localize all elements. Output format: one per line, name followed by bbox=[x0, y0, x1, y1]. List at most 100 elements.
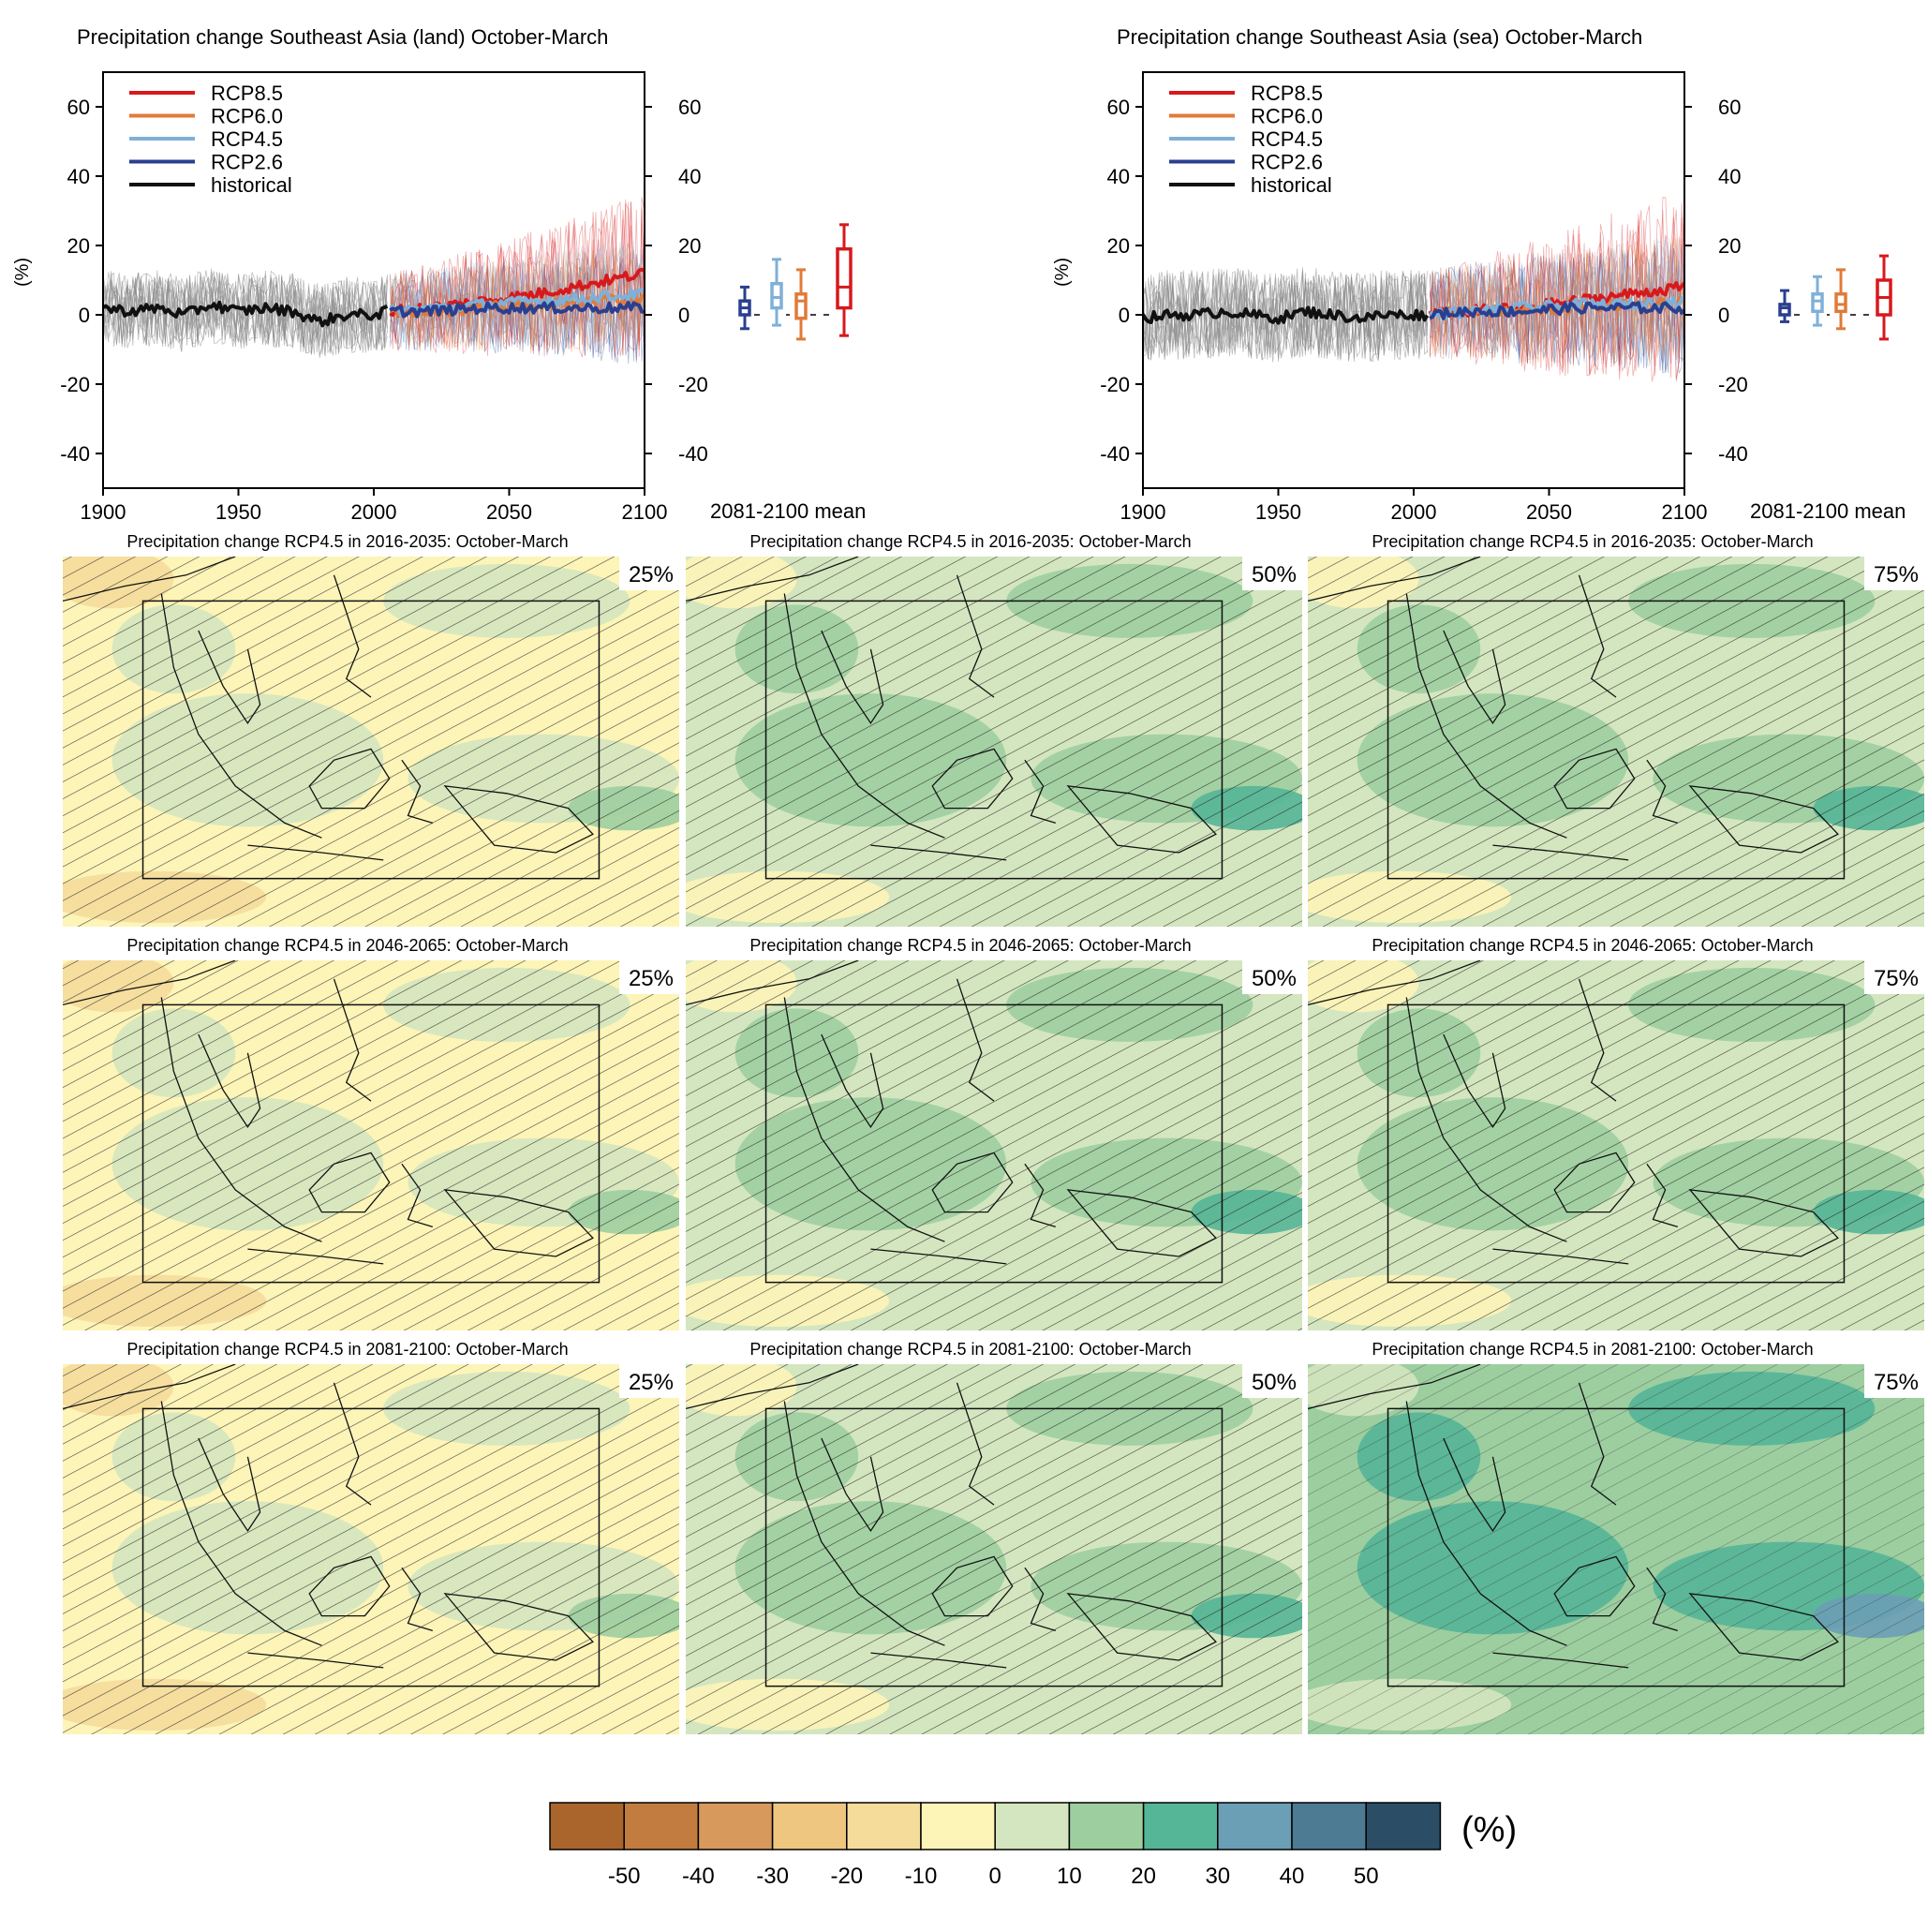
map-coastline bbox=[1688, 785, 1839, 854]
boxplot-box bbox=[1811, 292, 1824, 314]
ensemble-member-rcp60 bbox=[389, 243, 645, 352]
map-field bbox=[686, 960, 1302, 1330]
colorbar-tick-label: -50 bbox=[608, 1864, 641, 1889]
map-panels-grid: Precipitation change RCP4.5 in 2016-2035… bbox=[63, 532, 1924, 1734]
ensemble-member-rcp85 bbox=[1430, 205, 1684, 375]
map-field bbox=[686, 557, 1302, 927]
ensemble-member-historical bbox=[103, 273, 388, 357]
legend-label: RCP4.5 bbox=[1251, 127, 1323, 151]
map-coastline bbox=[63, 960, 236, 1006]
series-lines bbox=[103, 267, 645, 328]
percentile-tag-bg bbox=[619, 557, 679, 590]
map-coastline bbox=[1024, 1567, 1056, 1632]
map-panel-title: Precipitation change RCP4.5 in 2016-2035… bbox=[1372, 532, 1813, 551]
boxplot-label: 2081-2100 mean bbox=[710, 499, 866, 523]
legend-label: RCP4.5 bbox=[211, 127, 283, 151]
map-hatching bbox=[1308, 1364, 1924, 1734]
map-coastline bbox=[333, 1382, 372, 1506]
percentile-tag: 75% bbox=[1874, 1370, 1919, 1395]
legend-label: RCP6.0 bbox=[1251, 105, 1323, 128]
boxplot-box bbox=[770, 281, 783, 310]
map-coastline bbox=[870, 1248, 1007, 1265]
map-field bbox=[63, 557, 679, 927]
map-region-box bbox=[141, 1003, 601, 1284]
series-line-rcp26 bbox=[1429, 301, 1684, 320]
y-tick-label: 40 bbox=[1718, 165, 1741, 188]
x-tick-label: 1900 bbox=[1120, 500, 1166, 524]
map-coastline bbox=[247, 844, 384, 861]
map-field bbox=[63, 960, 679, 1330]
x-ticks: 1900 1950 2000 2050 2100 bbox=[1120, 488, 1707, 524]
map-coastline bbox=[1492, 1652, 1629, 1669]
percentile-tag: 75% bbox=[1874, 966, 1919, 991]
map-coastline bbox=[247, 1652, 384, 1669]
map-coastline bbox=[401, 1163, 433, 1228]
colorbar-tick-label: 20 bbox=[1131, 1864, 1156, 1889]
map-coastline bbox=[1688, 1593, 1839, 1661]
map-hatching bbox=[686, 557, 1302, 927]
map-coastline bbox=[443, 1593, 594, 1661]
colorbar-cell bbox=[623, 1802, 700, 1850]
ensemble-member-rcp26 bbox=[389, 254, 645, 362]
colorbar-cell bbox=[920, 1802, 996, 1850]
map-coastline bbox=[1024, 759, 1056, 825]
ts-title: Precipitation change Southeast Asia (lan… bbox=[77, 25, 608, 49]
ensemble-member-rcp26 bbox=[1429, 247, 1684, 374]
map-panel: Precipitation change RCP4.5 in 2081-2100… bbox=[1308, 1340, 1924, 1734]
x-tick-label: 1950 bbox=[215, 500, 261, 524]
ensemble-member-rcp26 bbox=[389, 259, 645, 364]
map-coastline bbox=[870, 844, 1007, 861]
ensemble-member-rcp85 bbox=[1429, 207, 1684, 377]
colorbar-cell bbox=[1068, 1802, 1145, 1850]
ensemble-member-rcp60 bbox=[389, 250, 645, 354]
map-coastline bbox=[443, 1189, 594, 1257]
colorbar-tick-label: 40 bbox=[1280, 1864, 1305, 1889]
map-region-box bbox=[764, 1003, 1224, 1284]
map-coastline bbox=[401, 759, 433, 825]
colorbar-cell bbox=[994, 1802, 1071, 1850]
map-field bbox=[1308, 557, 1924, 927]
legend-label: RCP8.5 bbox=[1251, 82, 1323, 105]
map-coastline bbox=[1308, 557, 1481, 602]
percentile-tag: 50% bbox=[1252, 1370, 1297, 1395]
colorbar-unit: (%) bbox=[1461, 1810, 1517, 1850]
legend-label: historical bbox=[1251, 173, 1332, 197]
map-coastline bbox=[333, 574, 372, 698]
ensemble-member-historical bbox=[103, 270, 388, 353]
map-coastline bbox=[1646, 1567, 1678, 1632]
boxplot-label: 2081-2100 mean bbox=[1750, 499, 1906, 523]
ts-ylabel: (%) bbox=[1052, 258, 1073, 287]
map-coastline bbox=[1443, 630, 1506, 724]
map-coastline bbox=[1405, 997, 1567, 1242]
map-coastline bbox=[1688, 1189, 1839, 1257]
map-coastline bbox=[956, 978, 995, 1102]
colorbar-tick-label: -40 bbox=[682, 1864, 715, 1889]
x-tick-label: 1950 bbox=[1255, 500, 1301, 524]
map-coastline bbox=[783, 1401, 945, 1646]
map-panel: Precipitation change RCP4.5 in 2016-2035… bbox=[63, 532, 679, 927]
ensemble-member-rcp85 bbox=[1429, 197, 1684, 379]
map-coastline bbox=[931, 1152, 1014, 1213]
ensemble-member-historical bbox=[103, 272, 388, 353]
legend-label: RCP6.0 bbox=[211, 105, 283, 128]
map-coastline bbox=[1024, 1163, 1056, 1228]
map-hatching bbox=[686, 960, 1302, 1330]
y-tick-label: 40 bbox=[678, 165, 701, 188]
y-tick-label: 0 bbox=[79, 304, 90, 327]
ensemble-member-rcp26 bbox=[1429, 244, 1684, 374]
map-field bbox=[1308, 960, 1924, 1330]
map-hatching bbox=[1308, 557, 1924, 927]
colorbar-cell bbox=[1365, 1802, 1442, 1850]
map-panel: Precipitation change RCP4.5 in 2046-2065… bbox=[63, 936, 679, 1330]
map-coastline bbox=[1405, 1401, 1567, 1646]
map-coastline bbox=[1443, 1437, 1506, 1532]
percentile-tag-bg bbox=[1864, 1364, 1924, 1398]
timeseries-panel-land: Precipitation change Southeast Asia (lan… bbox=[12, 25, 866, 524]
map-hatching bbox=[63, 557, 679, 927]
map-region-box bbox=[141, 600, 601, 880]
map-coastline bbox=[1553, 1152, 1636, 1213]
ensemble-member-rcp60 bbox=[1430, 236, 1684, 363]
map-coastline bbox=[1443, 1033, 1506, 1128]
map-coastline bbox=[247, 1248, 384, 1265]
